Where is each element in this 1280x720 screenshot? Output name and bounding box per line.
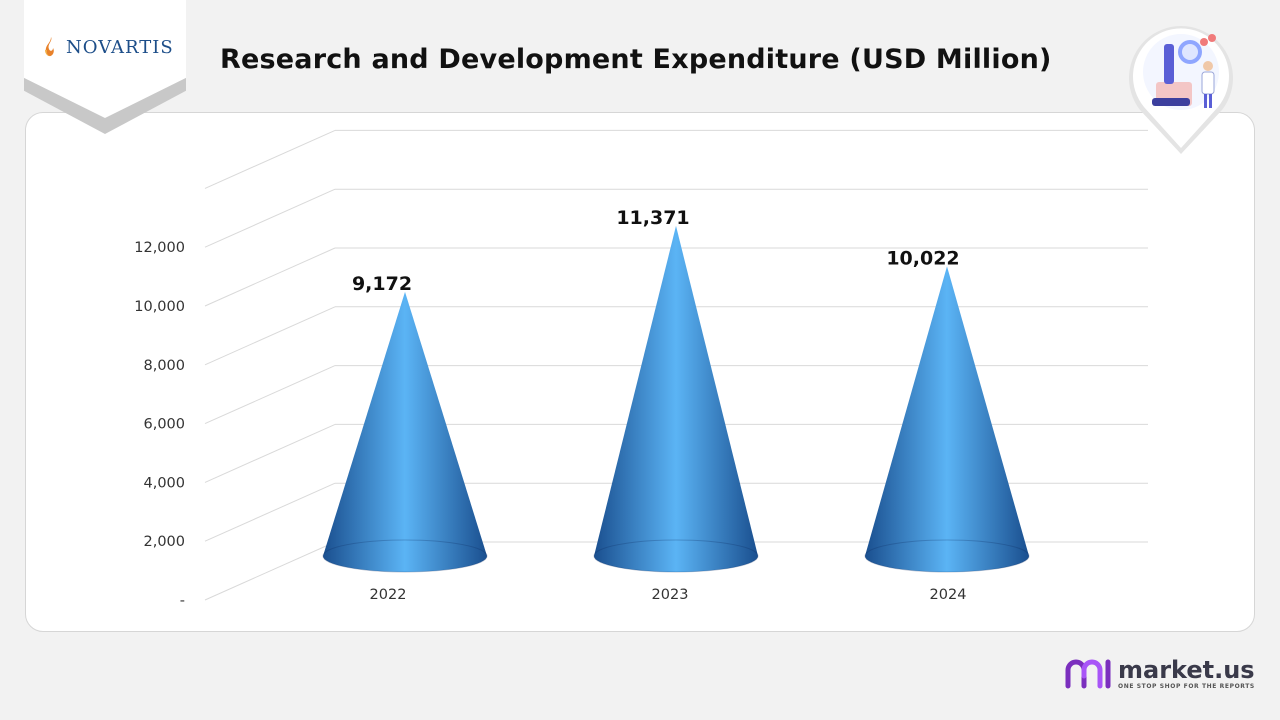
novartis-flame-icon [45,37,54,57]
data-label: 9,172 [352,273,412,295]
gridline-depth [204,129,336,189]
y-tick-label: 2,000 [143,534,185,550]
y-tick-label: 8,000 [143,358,185,374]
y-tick-label: 4,000 [143,475,185,491]
x-tick-label: 2023 [652,587,689,603]
gridline-depth [204,541,336,601]
gridline-depth [204,482,336,542]
market-us-icon [1065,659,1111,689]
y-tick-label: 10,000 [134,299,185,315]
gridline-depth [204,423,336,483]
x-tick-label: 2024 [930,587,967,603]
footer-logo: market.us ONE STOP SHOP FOR THE REPORTS [1064,656,1255,690]
cone-base [864,539,1030,573]
data-label: 11,371 [616,207,689,229]
footer-tagline: ONE STOP SHOP FOR THE REPORTS [1118,682,1255,690]
cone-bar [594,225,758,572]
data-label: 10,022 [886,247,959,269]
cone-base [593,539,759,573]
x-tick-label: 2022 [370,587,407,603]
y-tick-label: 6,000 [143,417,185,433]
y-tick-label: - [180,593,185,609]
cone-bar [865,266,1029,572]
y-tick-label: 12,000 [134,240,185,256]
chart-title: Research and Development Expenditure (US… [220,44,1052,75]
gridline-depth [204,365,336,425]
gridline-depth [204,188,336,248]
cone-base [322,539,488,573]
brand-logo: NOVARTIS [44,36,174,58]
gridline-depth [204,247,336,307]
lab-scientist-icon [1129,26,1233,154]
brand-name: NOVARTIS [66,36,174,58]
footer-brand: market.us [1118,655,1255,684]
cone-bar [323,291,487,572]
gridline-depth [204,306,336,366]
